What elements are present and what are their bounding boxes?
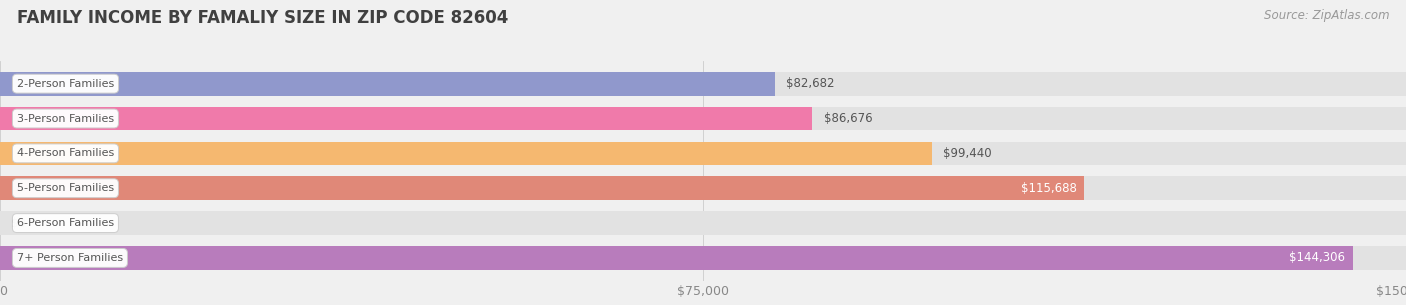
Bar	[0, 246, 1406, 270]
Bar	[0, 211, 1406, 235]
Text: $99,440: $99,440	[943, 147, 993, 160]
Text: 5-Person Families: 5-Person Families	[17, 183, 114, 193]
Bar	[0, 246, 1353, 270]
Bar	[0, 107, 813, 130]
Bar	[0, 142, 932, 165]
Text: $86,676: $86,676	[824, 112, 872, 125]
Text: $0: $0	[11, 217, 27, 230]
Text: 4-Person Families: 4-Person Families	[17, 148, 114, 158]
Text: 2-Person Families: 2-Person Families	[17, 79, 114, 89]
Text: $115,688: $115,688	[1021, 182, 1077, 195]
Text: $144,306: $144,306	[1289, 251, 1346, 264]
Text: 7+ Person Families: 7+ Person Families	[17, 253, 122, 263]
Text: $82,682: $82,682	[786, 77, 835, 90]
Bar	[0, 142, 1406, 165]
Text: 3-Person Families: 3-Person Families	[17, 113, 114, 124]
Bar	[0, 72, 1406, 95]
Text: 6-Person Families: 6-Person Families	[17, 218, 114, 228]
Bar	[0, 176, 1084, 200]
Bar	[0, 107, 1406, 130]
Bar	[0, 72, 775, 95]
Bar	[0, 176, 1406, 200]
Text: Source: ZipAtlas.com: Source: ZipAtlas.com	[1264, 9, 1389, 22]
Text: FAMILY INCOME BY FAMALIY SIZE IN ZIP CODE 82604: FAMILY INCOME BY FAMALIY SIZE IN ZIP COD…	[17, 9, 508, 27]
